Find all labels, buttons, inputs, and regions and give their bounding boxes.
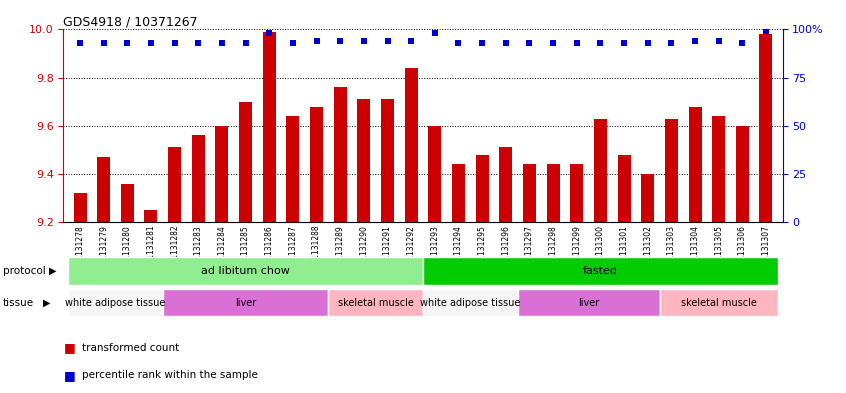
Point (759, 28, 772, 35)
Bar (74, 193, 86, 222)
Text: white adipose tissue: white adipose tissue (420, 298, 520, 308)
Text: liver: liver (235, 298, 256, 308)
Point (404, 38, 418, 44)
Bar (660, 289, 777, 316)
Point (191, 40, 205, 46)
Bar (333, 87, 347, 222)
Text: ▶: ▶ (49, 266, 57, 276)
Bar (570, 164, 583, 222)
Bar (192, 135, 205, 222)
Bar (475, 154, 489, 222)
Bar (518, 289, 660, 316)
Point (286, 40, 299, 46)
Bar (97, 157, 110, 222)
Point (428, 30, 442, 37)
Bar (547, 164, 559, 222)
Text: transformed count: transformed count (82, 343, 179, 353)
Bar (263, 32, 276, 222)
Bar (712, 116, 725, 222)
Point (262, 30, 276, 37)
Bar (736, 126, 749, 222)
Point (310, 38, 323, 44)
Point (689, 38, 702, 44)
Bar (665, 119, 678, 222)
Text: skeletal muscle: skeletal muscle (681, 298, 756, 308)
Point (381, 38, 394, 44)
Point (168, 40, 181, 46)
Text: ■: ■ (63, 369, 75, 382)
Text: ad libitum chow: ad libitum chow (201, 266, 290, 276)
Point (452, 40, 465, 46)
Bar (162, 289, 328, 316)
Bar (523, 164, 536, 222)
Point (120, 40, 134, 46)
Bar (404, 68, 418, 222)
Point (499, 40, 513, 46)
Bar (499, 147, 513, 222)
Point (475, 40, 489, 46)
Point (547, 40, 560, 46)
Text: protocol: protocol (3, 266, 46, 276)
Bar (357, 99, 371, 222)
Bar (287, 116, 299, 222)
Text: white adipose tissue: white adipose tissue (65, 298, 166, 308)
Bar (618, 154, 630, 222)
Bar (381, 99, 394, 222)
Point (215, 40, 228, 46)
Text: ■: ■ (63, 341, 75, 354)
Point (594, 40, 607, 46)
Text: percentile rank within the sample: percentile rank within the sample (82, 370, 258, 380)
Bar (121, 184, 134, 222)
Bar (760, 34, 772, 222)
Bar (689, 107, 701, 222)
Text: ▶: ▶ (43, 298, 51, 308)
Bar (328, 289, 423, 316)
Point (239, 40, 252, 46)
Text: GDS4918 / 10371267: GDS4918 / 10371267 (63, 16, 198, 29)
Point (144, 40, 157, 46)
Bar (69, 257, 423, 285)
Point (618, 40, 631, 46)
Point (523, 40, 536, 46)
Bar (594, 119, 607, 222)
Bar (216, 126, 228, 222)
Point (357, 38, 371, 44)
Point (333, 38, 347, 44)
Point (712, 38, 726, 44)
Bar (239, 102, 252, 222)
Bar (423, 289, 518, 316)
Text: fasted: fasted (583, 266, 618, 276)
Bar (310, 107, 323, 222)
Text: skeletal muscle: skeletal muscle (338, 298, 414, 308)
Text: liver: liver (578, 298, 599, 308)
Text: tissue: tissue (3, 298, 34, 308)
Bar (168, 147, 181, 222)
Bar (423, 257, 777, 285)
Point (641, 40, 655, 46)
Point (97, 40, 111, 46)
Point (735, 40, 749, 46)
Point (665, 40, 678, 46)
Point (570, 40, 584, 46)
Bar (428, 126, 442, 222)
Point (74, 40, 87, 46)
Bar (145, 210, 157, 222)
Bar (69, 289, 162, 316)
Bar (452, 164, 465, 222)
Bar (641, 174, 654, 222)
